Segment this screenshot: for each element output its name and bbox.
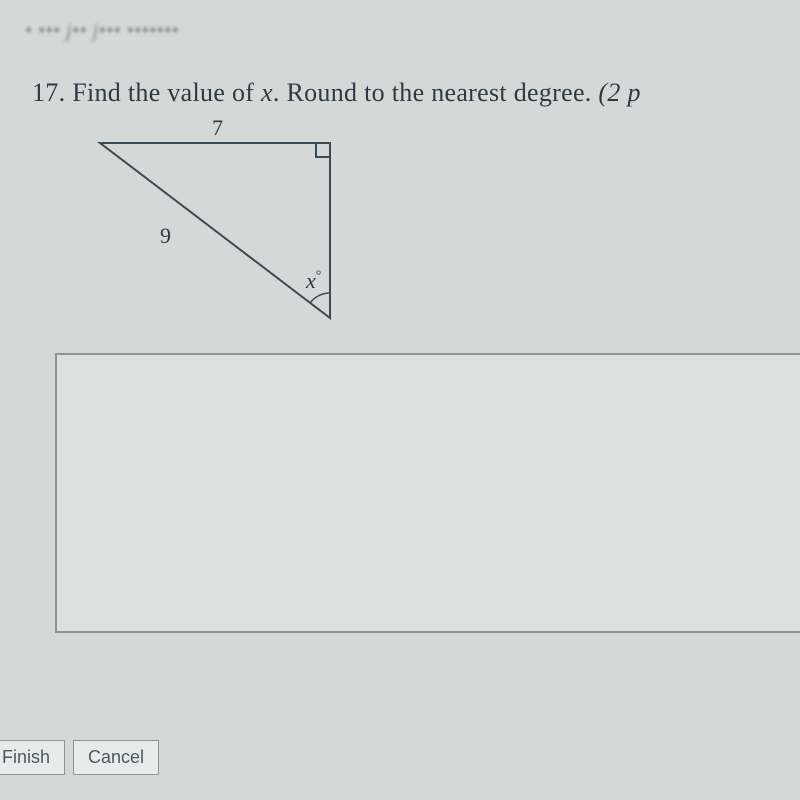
cancel-button[interactable]: Cancel [73,740,159,775]
cutoff-header-text: • ••• j•• j••• ••••••• [25,20,800,43]
question-number: 17. [32,78,65,107]
triangle-diagram: 7 9 x° [80,123,360,333]
question-text: 17. Find the value of x. Round to the ne… [32,78,800,108]
answer-input-box[interactable] [55,353,800,633]
question-prompt-1: Find the value of [72,78,261,107]
angle-arc [310,293,330,303]
right-angle-marker [316,143,330,157]
angle-label-degree: ° [316,269,322,284]
side-label-hypotenuse: 9 [160,223,171,249]
triangle-shape [100,143,330,318]
question-points: (2 p [598,78,640,107]
finish-button[interactable]: Finish [0,740,65,775]
button-row: Finish Cancel [0,740,159,775]
question-variable: x [261,78,273,107]
angle-label: x° [306,268,321,294]
question-prompt-2: . Round to the nearest degree. [273,78,599,107]
side-label-top: 7 [212,115,223,141]
angle-label-var: x [306,268,316,293]
triangle-svg [80,123,360,333]
